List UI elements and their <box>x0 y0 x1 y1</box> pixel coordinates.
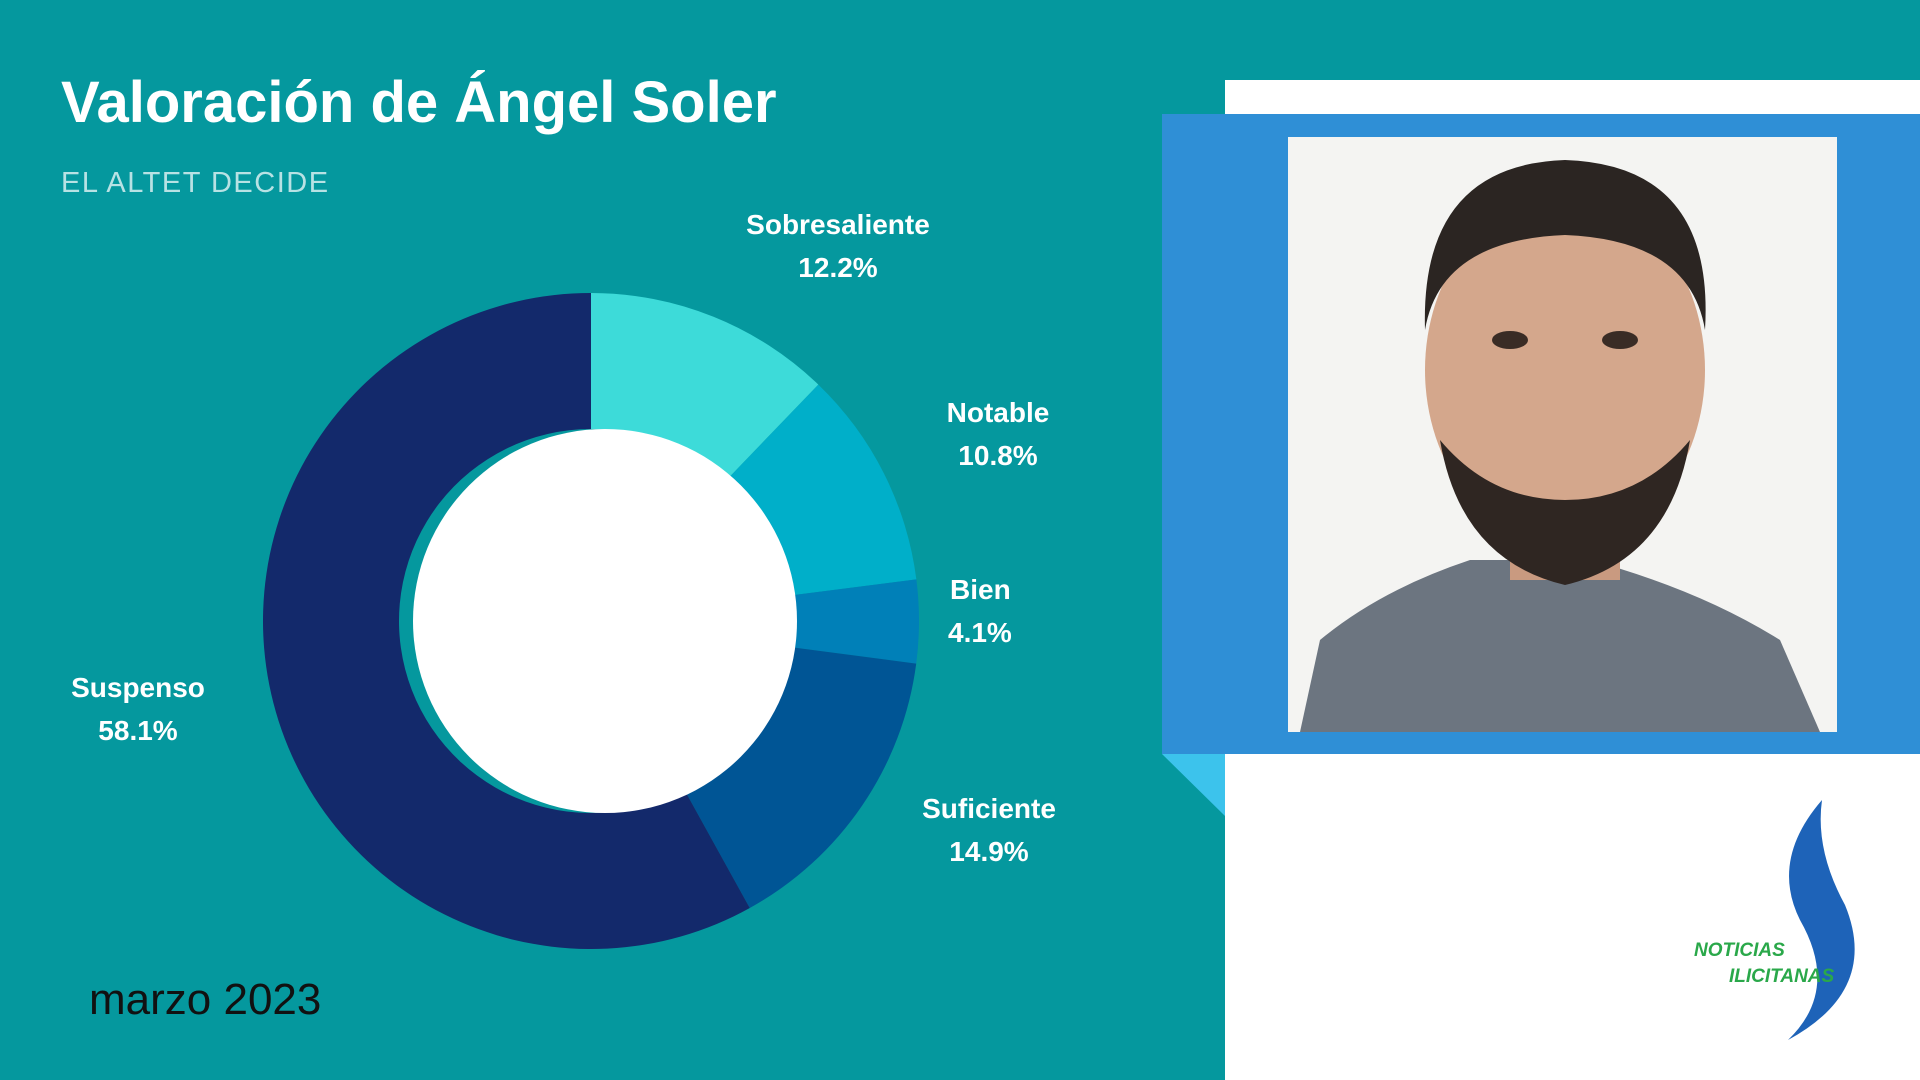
donut-segment <box>781 579 919 664</box>
value-label: 58.1% <box>98 715 177 746</box>
subtitle: EL ALTET DECIDE <box>61 167 330 199</box>
segment-label: Notable <box>947 397 1050 428</box>
value-label: 10.8% <box>958 440 1037 471</box>
face <box>1425 195 1705 545</box>
value-label: 12.2% <box>798 252 877 283</box>
beard <box>1440 440 1690 585</box>
logo-text: NOTICIAS <box>1694 940 1785 961</box>
frame-corner <box>1162 754 1225 816</box>
chart-title: Valoración de Ángel Soler <box>61 70 777 135</box>
date: marzo 2023 <box>89 975 321 1024</box>
photo <box>1288 137 1837 732</box>
donut-segment <box>262 293 750 950</box>
logo-mark <box>1788 800 1855 1040</box>
donut-segment <box>683 645 917 909</box>
shirt <box>1300 560 1820 732</box>
eye <box>1602 331 1638 349</box>
segment-label: Suficiente <box>922 793 1056 824</box>
segment-label: Suspenso <box>71 672 205 703</box>
eye <box>1492 331 1528 349</box>
value-label: 4.1% <box>948 617 1012 648</box>
hair <box>1424 160 1706 330</box>
donut-hole <box>413 429 797 813</box>
segment-label: Sobresaliente <box>746 209 930 240</box>
logo-text: ILICITANAS <box>1729 966 1835 987</box>
segment-label: Bien <box>950 574 1011 605</box>
value-label: 14.9% <box>949 836 1028 867</box>
